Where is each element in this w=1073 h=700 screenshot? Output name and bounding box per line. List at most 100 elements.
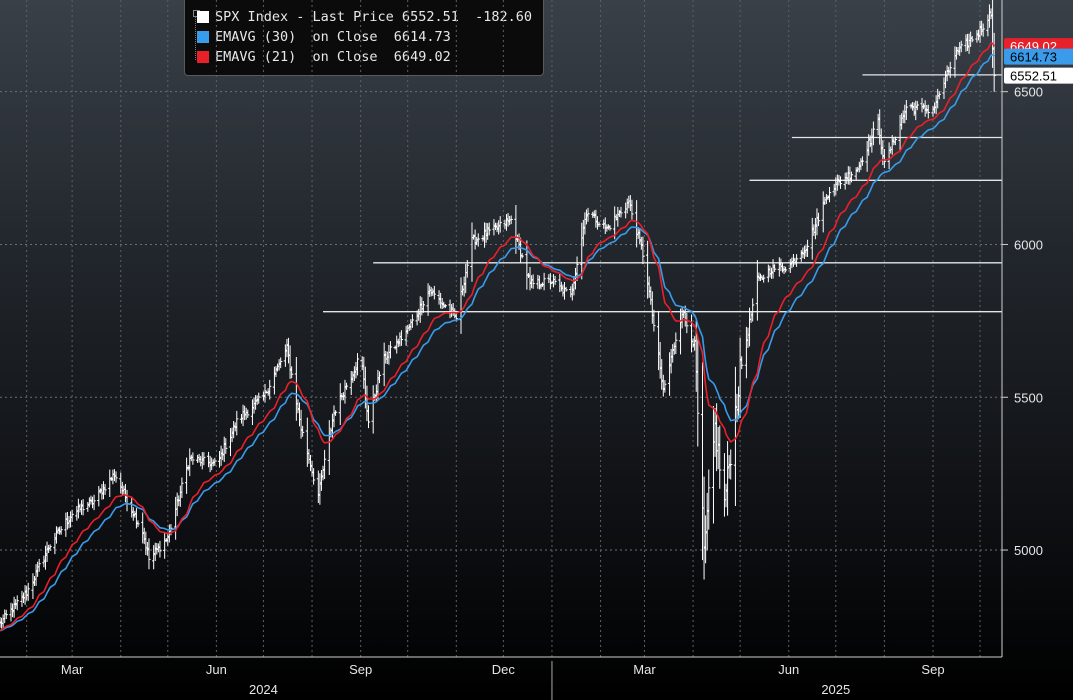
ema-line-30 (0, 53, 995, 632)
price-bar (191, 452, 195, 465)
price-bar (388, 341, 393, 359)
price-bar (641, 236, 645, 265)
price-bar (246, 409, 250, 418)
price-bar (322, 449, 327, 479)
price-bar (509, 215, 513, 225)
price-bar (268, 379, 272, 400)
price-bar (542, 272, 546, 291)
y-tick-label: 5500 (1014, 390, 1043, 405)
price-tag-label: 6552.51 (1010, 69, 1057, 84)
price-bar (992, 32, 996, 92)
price-tag-bg (1004, 67, 1073, 84)
price-bar (887, 142, 891, 170)
legend-item-price: SPX Index - Last Price 6552.51 -182.60 (215, 9, 532, 25)
x-tick-label: Dec (492, 662, 516, 677)
price-bar (635, 200, 639, 248)
price-tag-label: 6614.73 (1010, 50, 1057, 65)
price-bar (514, 205, 518, 254)
price-bar (136, 520, 140, 528)
price-bar (180, 477, 184, 498)
price-bar (718, 425, 722, 489)
price-bar (773, 264, 777, 273)
price-bar (103, 484, 107, 495)
price-bar (597, 221, 601, 227)
price-bar (15, 595, 19, 611)
price-bar (751, 298, 755, 322)
price-bar (663, 380, 667, 393)
price-bar (185, 457, 189, 494)
price-bar (553, 275, 557, 285)
price-bar (882, 149, 886, 168)
price-bar (312, 468, 316, 485)
price-bar (114, 471, 118, 483)
price-bar (948, 61, 952, 78)
price-bar (382, 342, 386, 387)
price-bar (981, 23, 985, 37)
price-bar (48, 544, 52, 551)
price-bar (827, 187, 832, 203)
price-bar (37, 558, 41, 572)
price-bar (937, 91, 941, 100)
price-bar (70, 509, 74, 522)
price-bar (188, 448, 192, 477)
price-bar (158, 540, 162, 558)
price-tag-bg (1004, 48, 1073, 65)
price-bars (0, 0, 996, 628)
price-bar (696, 338, 700, 447)
price-bar (92, 494, 96, 511)
price-bar (652, 309, 656, 332)
price-bar (290, 366, 294, 379)
price-bar (263, 383, 267, 403)
price-bar (893, 136, 897, 146)
price-bar (674, 332, 678, 354)
legend-connector (195, 16, 197, 60)
price-bar (729, 449, 733, 480)
price-bar (371, 385, 375, 434)
price-bar (586, 207, 590, 222)
price-bar (344, 382, 349, 390)
price-bar (608, 225, 612, 231)
price-bar (333, 410, 338, 416)
price-bar (410, 314, 415, 328)
price-bar (399, 330, 404, 346)
price-bar (465, 260, 469, 278)
price-bar (794, 254, 799, 267)
y-tick-label: 6500 (1014, 85, 1043, 100)
price-bar (163, 532, 167, 559)
legend-item-ema30: EMAVG (30) on Close 6614.73 (215, 29, 451, 45)
price-bar (443, 304, 447, 309)
price-bar (26, 582, 30, 601)
price-bar (531, 274, 535, 289)
price-bar (520, 253, 524, 259)
price-bar (849, 171, 854, 183)
x-year-label: 2025 (821, 682, 850, 697)
price-bar (213, 457, 217, 466)
y-tick-label: 6000 (1014, 237, 1043, 252)
price-bar (915, 101, 919, 111)
price-bar (366, 405, 371, 429)
price-bar (970, 36, 974, 43)
price-bar (740, 356, 744, 370)
price-bar (257, 392, 261, 404)
chart-legend: SPX Index - Last Price 6552.51 -182.60 E… (184, 0, 544, 76)
price-bar (860, 156, 865, 166)
price-bar (476, 233, 480, 247)
price-bar (487, 222, 491, 236)
price-bar (926, 104, 930, 119)
x-tick-label: Mar (61, 662, 84, 677)
price-bar (959, 40, 963, 53)
price-bar (301, 425, 305, 437)
price-bar (224, 438, 228, 454)
x-tick-label: Mar (633, 662, 656, 677)
price-bar (279, 357, 283, 369)
price-bar (377, 371, 382, 384)
price-bar (762, 274, 766, 283)
price-bar (202, 452, 206, 466)
price-bar (904, 100, 908, 121)
x-tick-label: Jun (778, 662, 799, 677)
price-bar (564, 286, 568, 292)
price-bar (432, 285, 436, 300)
price-bar (355, 353, 360, 376)
price-bar (784, 266, 788, 273)
